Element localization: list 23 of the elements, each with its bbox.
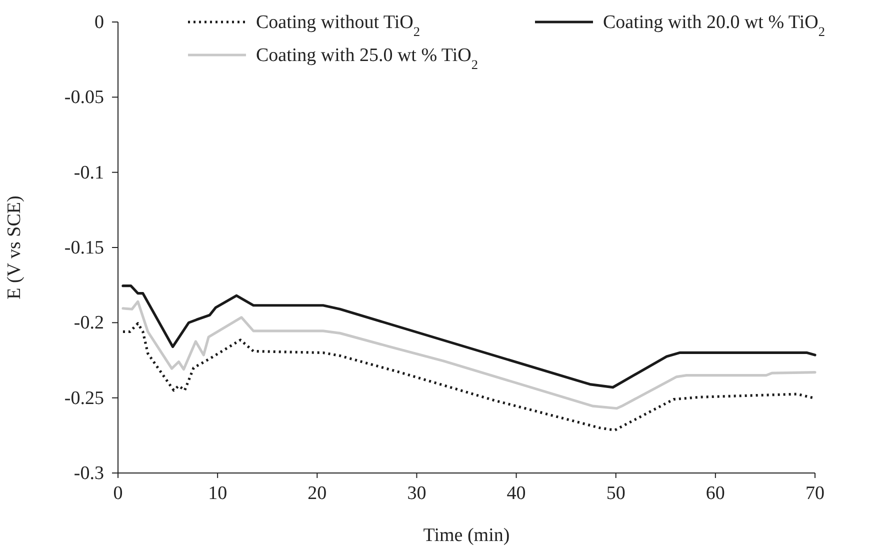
legend-label: Coating with 20.0 wt % TiO$_{2}$	[603, 12, 826, 38]
y-tick-label: -0.2	[74, 312, 104, 334]
y-tick-label: 0	[94, 12, 104, 33]
line-series	[122, 322, 814, 432]
x-tick-label: 0	[113, 483, 123, 504]
y-tick-label: -0.25	[64, 388, 104, 409]
x-tick-label: 70	[806, 483, 824, 504]
x-tick-label: 30	[407, 483, 426, 504]
line-series	[122, 284, 816, 389]
y-tick-label: -0.3	[74, 463, 104, 484]
y-tick-label: -0.05	[64, 87, 104, 108]
x-tick-label: 60	[706, 483, 725, 504]
y-tick-label: -0.15	[64, 238, 104, 258]
x-axis-title: Time (min)	[423, 525, 510, 546]
x-tick-label: 50	[606, 483, 626, 504]
legend-label: Coating without TiO$_{2}$	[256, 12, 420, 38]
x-tick-label: 20	[308, 483, 327, 504]
x-tick-label: 10	[208, 483, 228, 504]
legend-label: Coating with 25.0 wt % TiO$_{2}$	[256, 45, 478, 72]
y-axis-title: E (V vs SCE)	[4, 196, 25, 300]
line-series	[122, 300, 816, 410]
x-tick-label: 40	[506, 483, 526, 504]
y-tick-label: -0.1	[74, 162, 104, 184]
